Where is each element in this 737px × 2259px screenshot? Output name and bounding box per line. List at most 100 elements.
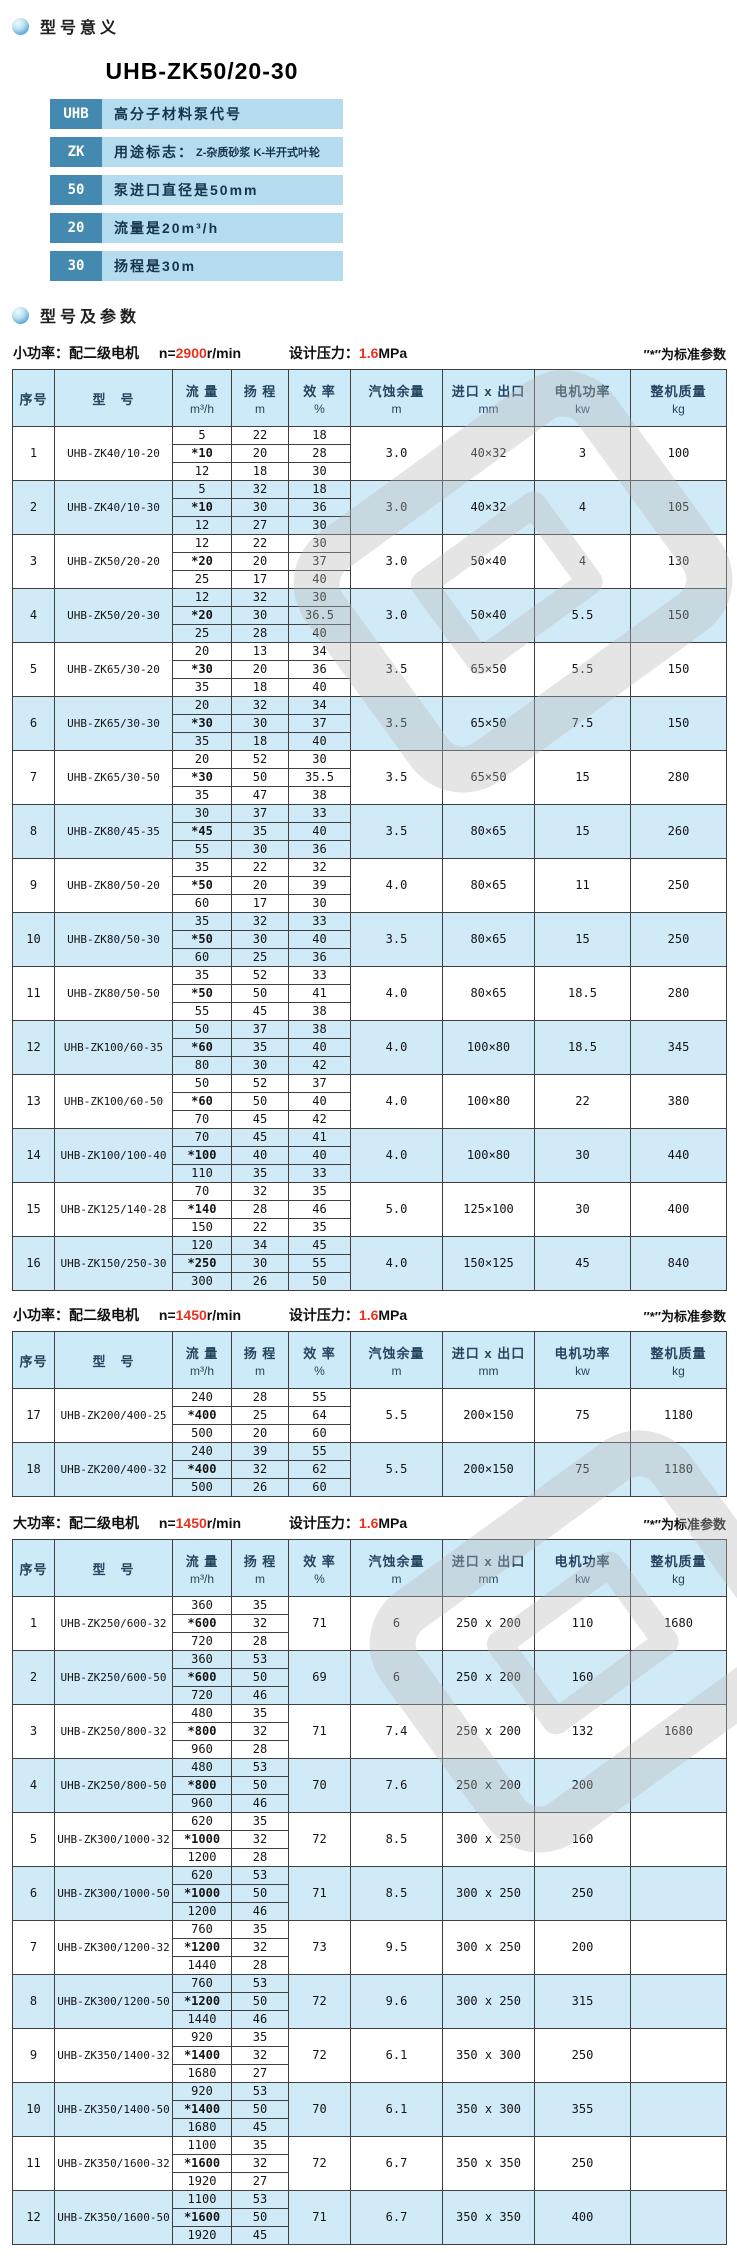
cell-model: UHB-ZK250/600-32: [54, 1596, 173, 1651]
cell-eff: 72: [288, 2028, 351, 2083]
cell-head: 20: [231, 444, 289, 463]
speed-value: 1450: [175, 1307, 207, 1323]
pressure-value: 1.6: [358, 1515, 379, 1531]
table-row: 500 20 60: [13, 1424, 727, 1443]
cell-npsh: 3.0: [350, 588, 443, 643]
cell-power: 11: [534, 858, 631, 913]
cell-eff: 60: [288, 1424, 351, 1443]
cell-npsh: 7.6: [350, 1758, 443, 1813]
cell-head: 22: [231, 858, 289, 877]
cell-eff: 55: [288, 1442, 351, 1461]
column-header: 型 号: [54, 1331, 173, 1389]
cell-flow: *30: [172, 660, 232, 679]
column-header: 汽蚀余量 m: [350, 369, 443, 427]
legend-code: UHB: [50, 99, 102, 129]
cell-power: 18.5: [534, 1020, 631, 1075]
cell-index: 4: [12, 588, 55, 643]
table-row: 1440 46: [13, 2010, 727, 2029]
section-title: 型号意义: [40, 20, 121, 37]
cell-head: 50: [231, 2100, 289, 2119]
cell-eff: 55: [288, 1388, 351, 1407]
table-row: 5 UHB-ZK65/30-20 20 13 34 3.5 65×50 5.5 150: [12, 642, 727, 697]
cell-power: 315: [534, 1974, 631, 2029]
cell-npsh: 8.5: [350, 1812, 443, 1867]
column-header: 序号: [12, 1331, 55, 1389]
cell-eff: 35: [288, 1218, 351, 1237]
cell-flow: 500: [172, 1478, 232, 1497]
cell-flow: 20: [172, 696, 232, 715]
pressure-unit: MPa: [378, 1307, 408, 1323]
cell-power: 15: [534, 750, 631, 805]
table-row: 720 28: [13, 1632, 727, 1651]
cell-eff: 40: [288, 678, 351, 697]
standard-param-note: ″*″为标准参数: [643, 1517, 726, 1532]
cell-ports: 250 x 200: [442, 1650, 535, 1705]
model-code-title: UHB-ZK50/20-30: [105, 58, 299, 84]
legend-row: ZK 用途标志： Z-杂质砂浆 K-半开式叶轮: [50, 137, 343, 167]
table-row: 4 UHB-ZK50/20-30 12 32 30 3.0 50×40 5.5 150: [12, 588, 727, 643]
cell-head: 26: [231, 1478, 289, 1497]
column-header: 整机质量 kg: [630, 369, 727, 427]
cell-head: 52: [231, 1074, 289, 1093]
table-row: *400 32 62: [13, 1460, 727, 1479]
cell-flow: 110: [172, 1164, 232, 1183]
legend-desc: 扬程是30m: [102, 251, 343, 281]
table-row: 7 UHB-ZK300/1200-32 760 35 73 9.5 300 x 250 200: [12, 1920, 727, 1975]
cell-head: 13: [231, 642, 289, 661]
cell-flow: 1680: [172, 2118, 232, 2137]
cell-flow: *20: [172, 606, 232, 625]
cell-head: 53: [231, 1650, 289, 1669]
cell-head: 39: [231, 1442, 289, 1461]
cell-npsh: 4.0: [350, 966, 443, 1021]
cell-index: 11: [12, 966, 55, 1021]
table-row: *30 50 35.5: [13, 768, 727, 787]
column-header: 汽蚀余量 m: [350, 1539, 443, 1597]
cell-ports: 125×100: [442, 1182, 535, 1237]
cell-npsh: 3.5: [350, 750, 443, 805]
cell-eff: 42: [288, 1110, 351, 1129]
cell-npsh: 6.7: [350, 2190, 443, 2245]
cell-head: 32: [231, 1938, 289, 1957]
speed-value: 2900: [175, 345, 207, 361]
cell-index: 15: [12, 1182, 55, 1237]
cell-eff: 34: [288, 696, 351, 715]
cell-head: 35: [231, 2028, 289, 2047]
cell-npsh: 6.1: [350, 2082, 443, 2137]
cell-ports: 100×80: [442, 1020, 535, 1075]
table-row: 15 UHB-ZK125/140-28 70 32 35 5.0 125×100 30 400: [12, 1182, 727, 1237]
table-row: 1 UHB-ZK250/600-32 360 35 71 6 250 x 200 110 168…: [12, 1596, 727, 1651]
cell-model: UHB-ZK125/140-28: [54, 1182, 173, 1237]
cell-flow: 1100: [172, 2190, 232, 2209]
table-row: 16 UHB-ZK150/250-30 120 34 45 4.0 150×125 45 840: [12, 1236, 727, 1291]
table-row: 7 UHB-ZK65/30-50 20 52 30 3.5 65×50 15 280: [12, 750, 727, 805]
cell-head: 17: [231, 570, 289, 589]
cell-eff: 72: [288, 1812, 351, 1867]
cell-npsh: 3.0: [350, 480, 443, 535]
cell-ports: 80×65: [442, 966, 535, 1021]
cell-eff: 18: [288, 426, 351, 445]
cell-flow: *100: [172, 1146, 232, 1165]
spec-caption-3: 大功率：配二级电机 n=1450r/min 设计压力：1.6MPa ″*″为标准…: [13, 1513, 726, 1533]
cell-flow: *50: [172, 984, 232, 1003]
cell-ports: 350 x 300: [442, 2028, 535, 2083]
cell-flow: 12: [172, 516, 232, 535]
cell-eff: 33: [288, 1164, 351, 1183]
cell-eff: 71: [288, 1704, 351, 1759]
cell-eff: 46: [288, 1200, 351, 1219]
cell-model: UHB-ZK250/800-50: [54, 1758, 173, 1813]
table-row: 2 UHB-ZK40/10-30 5 32 18 3.0 40×32 4 105: [12, 480, 727, 535]
cell-head: 52: [231, 966, 289, 985]
column-header: 效 率%: [288, 1331, 351, 1389]
cell-eff: 71: [288, 1866, 351, 1921]
cell-weight: 130: [630, 534, 727, 589]
cell-model: UHB-ZK300/1200-32: [54, 1920, 173, 1975]
cell-eff: 64: [288, 1406, 351, 1425]
cell-weight: [630, 1812, 727, 1867]
cell-head: 22: [231, 426, 289, 445]
cell-flow: *400: [172, 1406, 232, 1425]
column-header: 序号: [12, 369, 55, 427]
cell-flow: 30: [172, 804, 232, 823]
cell-npsh: 9.6: [350, 1974, 443, 2029]
